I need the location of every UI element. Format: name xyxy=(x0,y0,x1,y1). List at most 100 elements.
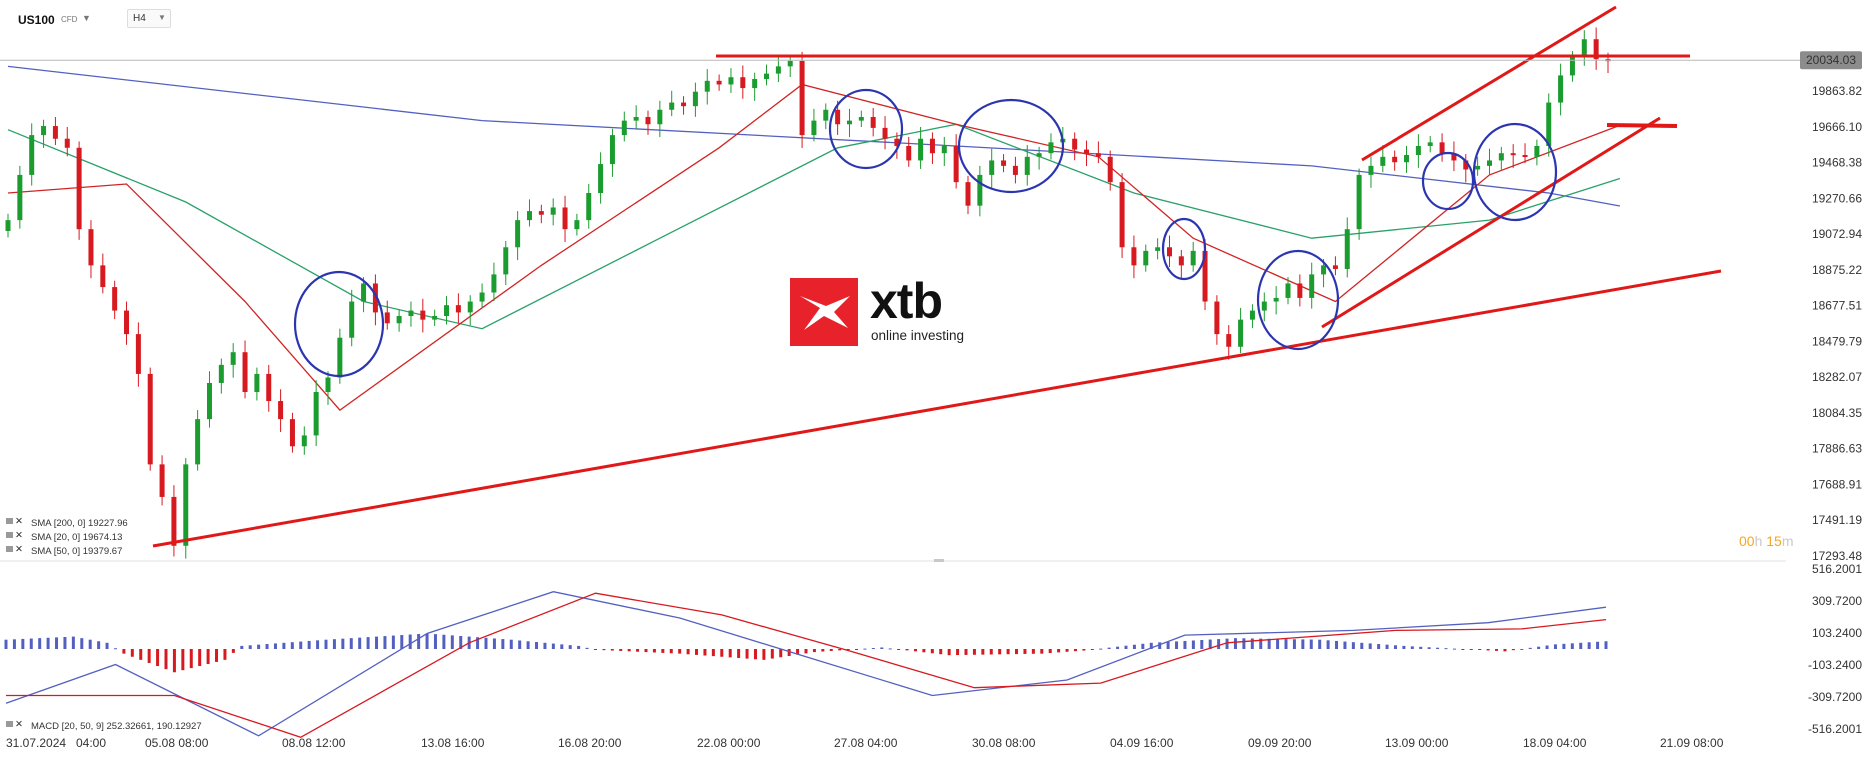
macd-histogram-bar xyxy=(1217,639,1221,649)
macd-histogram-bar xyxy=(248,645,252,649)
macd-histogram-bar xyxy=(164,649,168,670)
symbol-dropdown-icon[interactable]: ▼ xyxy=(82,13,91,23)
macd-histogram-bar xyxy=(593,649,597,650)
candle-body xyxy=(1415,145,1421,156)
candle-body xyxy=(313,392,319,436)
logo-tagline: online investing xyxy=(871,328,965,343)
highlight-circle xyxy=(1161,217,1207,281)
macd-histogram-bar xyxy=(610,649,614,651)
time-tick-label: 08.08 12:00 xyxy=(282,736,346,750)
macd-histogram-bar xyxy=(198,649,202,667)
macd-histogram-bar xyxy=(871,648,875,650)
macd-histogram-bar xyxy=(1107,647,1111,649)
candle-body xyxy=(1072,138,1078,150)
macd-histogram-bar xyxy=(240,645,244,649)
time-tick-label: 31.07.2024 xyxy=(6,736,66,750)
candle-body xyxy=(41,126,47,136)
candle-body xyxy=(1155,247,1161,251)
macd-histogram-bar xyxy=(518,640,522,649)
candle-body xyxy=(1321,265,1327,275)
chart-toolbar: US100 CFD ▼ H4 ▼ xyxy=(0,0,1866,36)
macd-histogram-bar xyxy=(130,649,134,657)
candle-body xyxy=(811,120,817,136)
macd-histogram-bar xyxy=(231,649,235,653)
candle-body xyxy=(1534,145,1540,157)
legend-macd[interactable]: ✕ MACD [20, 50, 9] 252.32661, 190.12927 xyxy=(6,719,202,732)
macd-histogram-bar xyxy=(1141,643,1145,649)
macd-histogram-bar xyxy=(1301,639,1305,649)
channel-lower-line xyxy=(1321,116,1661,329)
macd-histogram-bar xyxy=(1495,649,1499,651)
macd-histogram-bar xyxy=(1520,649,1524,650)
candle-body xyxy=(337,337,343,378)
xtb-logo-mark xyxy=(790,278,858,346)
macd-histogram-bar xyxy=(779,649,783,658)
timeframe-select[interactable]: H4 ▼ xyxy=(127,9,171,28)
candle-body xyxy=(1084,149,1090,154)
macd-histogram-bar xyxy=(1604,641,1608,649)
candle-body xyxy=(278,401,284,420)
macd-histogram-bar xyxy=(728,649,732,658)
macd-histogram-bar xyxy=(1090,649,1094,650)
macd-histogram-bar xyxy=(1225,638,1229,649)
macd-histogram-bar xyxy=(97,641,101,649)
highlight-circle xyxy=(1472,122,1558,222)
legend-sma200[interactable]: ✕ SMA [200, 0] 19227.96 xyxy=(6,516,128,529)
candle-body xyxy=(52,126,58,139)
macd-histogram-bar xyxy=(1175,641,1179,649)
candle-body xyxy=(657,109,663,125)
candle-body xyxy=(1522,155,1528,158)
macd-histogram-bar xyxy=(1031,649,1035,654)
macd-histogram-bar xyxy=(745,649,749,659)
macd-histogram-bar xyxy=(1099,648,1103,650)
candle-body xyxy=(1439,142,1445,154)
macd-histogram-bar xyxy=(55,637,59,649)
candle-body xyxy=(29,135,35,175)
candle-body xyxy=(195,419,201,465)
macd-histogram-bar xyxy=(585,647,589,649)
macd-histogram-bar xyxy=(1116,646,1120,649)
legend-sma50[interactable]: ✕ SMA [50, 0] 19379.67 xyxy=(6,544,122,557)
candle-body xyxy=(1581,39,1587,58)
macd-histogram-bar xyxy=(526,641,530,649)
macd-histogram-bar xyxy=(1579,642,1583,649)
macd-tick-label: 309.7200 xyxy=(1812,594,1862,608)
macd-histogram-bar xyxy=(838,649,842,651)
candle-body xyxy=(1273,297,1279,302)
price-tick-label: 19666.10 xyxy=(1812,120,1862,134)
candle-body xyxy=(1332,265,1338,269)
legend-sma20[interactable]: ✕ SMA [20, 0] 19674.13 xyxy=(6,530,122,543)
macd-histogram-bar xyxy=(1351,642,1355,649)
symbol-label[interactable]: US100 xyxy=(18,13,55,27)
macd-histogram-bar xyxy=(661,649,665,653)
macd-histogram-bar xyxy=(1385,644,1389,649)
price-tick-label: 18479.79 xyxy=(1812,334,1862,348)
candle-body xyxy=(112,287,118,311)
macd-histogram-bar xyxy=(366,637,370,649)
candle-body xyxy=(728,77,734,85)
candle-body xyxy=(444,305,450,317)
price-tick-label: 19468.38 xyxy=(1812,156,1862,170)
candle-body xyxy=(574,220,580,230)
candle-body xyxy=(906,145,912,161)
macd-tick-label: 103.2400 xyxy=(1812,626,1862,640)
macd-histogram-bar xyxy=(172,649,176,673)
macd-histogram-bar xyxy=(804,649,808,654)
macd-histogram-bar xyxy=(1461,649,1465,650)
macd-histogram-bar xyxy=(669,649,673,654)
macd-histogram-bar xyxy=(880,647,884,649)
macd-histogram-bar xyxy=(686,649,690,655)
macd-histogram-bar xyxy=(1242,638,1246,649)
candles xyxy=(5,27,1611,559)
price-tick-label: 19270.66 xyxy=(1812,191,1862,205)
candle-body xyxy=(503,247,509,275)
macd-histogram-bar xyxy=(4,639,8,649)
macd-histogram-bar xyxy=(290,642,294,649)
candle-body xyxy=(1166,247,1172,257)
time-axis: 31.07.2024 04:00 05.08 08:00 08.08 12:00 13.… xyxy=(6,736,1724,750)
channel-upper-line xyxy=(1361,5,1617,162)
candle-body xyxy=(538,211,544,215)
macd-histogram-bar xyxy=(770,649,774,659)
macd-histogram-bar xyxy=(12,639,16,649)
